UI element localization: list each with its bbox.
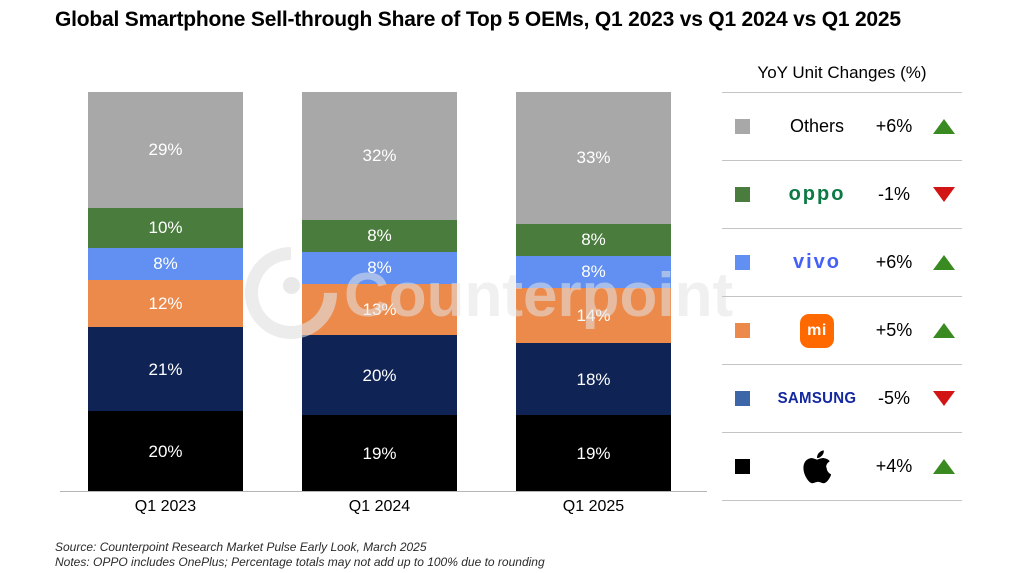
up-triangle-icon	[926, 93, 962, 160]
vivo-logo: vivo	[762, 229, 872, 296]
yoy-legend: YoY Unit Changes (%) Others +6% oppo -1% viv…	[722, 56, 962, 501]
bar-segment-label: 33%	[576, 148, 611, 168]
up-triangle-icon	[926, 433, 962, 500]
bar-segment-label: 21%	[148, 359, 183, 379]
bar-segment-label: 20%	[362, 365, 397, 385]
chart-title: Global Smartphone Sell-through Share of …	[55, 8, 901, 31]
up-triangle-icon	[926, 297, 962, 364]
legend-row-others: Others +6%	[722, 93, 962, 161]
series-color-swatch	[735, 255, 750, 270]
series-color-swatch	[735, 187, 750, 202]
legend-rows: Others +6% oppo -1% vivo +6% mi +5% SAMSUNG -5% +4…	[722, 93, 962, 501]
bar-segment-label: 8%	[367, 226, 392, 246]
samsung-logo-text: SAMSUNG	[777, 389, 857, 408]
bar-segment: 21%	[88, 327, 243, 412]
bar-segment: 20%	[88, 411, 243, 491]
legend-row-xiaomi: mi +5%	[722, 297, 962, 365]
xiaomi-logo-text: mi	[807, 321, 827, 339]
bar-segment: 20%	[302, 335, 457, 416]
bar-segment: 8%	[88, 247, 243, 280]
bar-segment: 8%	[302, 251, 457, 284]
others-label-text: Others	[789, 116, 845, 136]
bar-segment: 14%	[516, 287, 671, 344]
bar-segment-label: 8%	[581, 230, 606, 250]
bar-segment-label: 10%	[148, 218, 183, 238]
yoy-change-value: +6%	[875, 116, 913, 136]
bar-segment-label: 14%	[576, 305, 611, 325]
legend-row-vivo: vivo +6%	[722, 229, 962, 297]
others-label: Others	[762, 93, 872, 160]
bar-segment: 10%	[88, 207, 243, 248]
series-color-swatch	[735, 119, 750, 134]
oppo-logo-text: oppo	[788, 183, 846, 205]
stacked-bar-chart: 20% 21% 12% 8% 10% 29% Q1 2023 19% 20% 13% 8% 8% 32%…	[60, 92, 707, 515]
bar-segment-label: 18%	[576, 369, 611, 389]
bar-segment-label: 8%	[367, 258, 392, 278]
apple-logo	[762, 433, 872, 500]
bar-segment-label: 20%	[148, 441, 183, 461]
bar-segment: 13%	[302, 283, 457, 336]
yoy-change-value: -5%	[877, 388, 910, 408]
legend-row-samsung: SAMSUNG -5%	[722, 365, 962, 433]
bar-segment-label: 13%	[362, 299, 397, 319]
bar-segment: 19%	[516, 415, 671, 491]
x-axis-line	[60, 491, 707, 492]
down-triangle-icon	[926, 365, 962, 432]
vivo-logo-text: vivo	[792, 251, 842, 273]
bar-segment: 29%	[88, 92, 243, 208]
legend-row-apple: +4%	[722, 433, 962, 501]
legend-title: YoY Unit Changes (%)	[722, 56, 962, 93]
bar-segment-label: 8%	[153, 254, 178, 274]
legend-row-oppo: oppo -1%	[722, 161, 962, 229]
bar-segment-label: 19%	[576, 443, 611, 463]
xiaomi-logo-icon: mi	[800, 313, 834, 348]
rounding-note: Notes: OPPO includes OnePlus; Percentage…	[55, 554, 545, 569]
series-color-swatch	[735, 459, 750, 474]
series-color-swatch	[735, 323, 750, 338]
yoy-change-value: +4%	[875, 456, 913, 476]
bar-segment: 8%	[516, 223, 671, 256]
apple-logo-icon	[803, 450, 831, 484]
xiaomi-logo: mi	[762, 297, 872, 364]
yoy-change-value: +5%	[875, 320, 913, 340]
bar-segment: 19%	[302, 415, 457, 491]
up-triangle-icon	[926, 229, 962, 296]
x-axis-label: Q1 2024	[348, 498, 411, 515]
bar-q1-2024: 19% 20% 13% 8% 8% 32%	[302, 92, 457, 491]
bar-segment: 33%	[516, 92, 671, 224]
bar-segment: 12%	[88, 279, 243, 328]
yoy-change-value: +6%	[875, 252, 913, 272]
series-color-swatch	[735, 391, 750, 406]
bar-segment-label: 19%	[362, 443, 397, 463]
footer-notes: Source: Counterpoint Research Market Pul…	[55, 540, 545, 569]
bar-segment: 32%	[302, 92, 457, 220]
bar-segment: 8%	[516, 255, 671, 288]
samsung-logo: SAMSUNG	[762, 365, 872, 432]
bar-segment-label: 12%	[148, 293, 183, 313]
bar-segment-label: 32%	[362, 146, 397, 166]
bar-segment: 18%	[516, 343, 671, 416]
x-axis-label: Q1 2023	[134, 498, 197, 515]
bar-q1-2023: 20% 21% 12% 8% 10% 29%	[88, 92, 243, 491]
bar-segment-label: 29%	[148, 140, 183, 160]
bar-q1-2025: 19% 18% 14% 8% 8% 33%	[516, 92, 671, 491]
oppo-logo: oppo	[762, 161, 872, 228]
bar-segment: 8%	[302, 219, 457, 252]
source-note: Source: Counterpoint Research Market Pul…	[55, 540, 427, 554]
bar-segment-label: 8%	[581, 262, 606, 282]
yoy-change-value: -1%	[877, 184, 910, 204]
x-axis-label: Q1 2025	[562, 498, 625, 515]
down-triangle-icon	[926, 161, 962, 228]
